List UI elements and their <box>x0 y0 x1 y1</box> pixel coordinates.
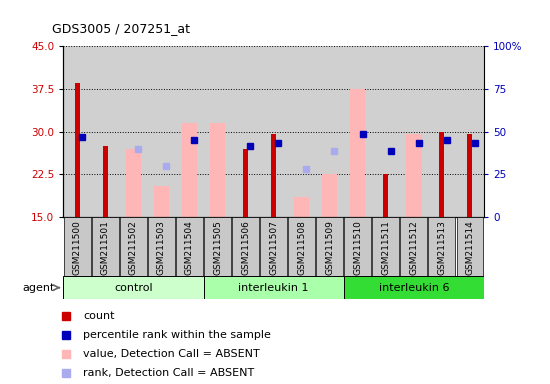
FancyBboxPatch shape <box>288 217 315 276</box>
Text: GSM211502: GSM211502 <box>129 220 138 275</box>
FancyBboxPatch shape <box>120 217 147 276</box>
FancyBboxPatch shape <box>456 217 483 276</box>
Bar <box>103 146 108 217</box>
Bar <box>182 123 197 217</box>
FancyBboxPatch shape <box>64 217 91 276</box>
Text: GSM211504: GSM211504 <box>185 220 194 275</box>
Bar <box>383 174 388 217</box>
Bar <box>153 185 169 217</box>
Text: GDS3005 / 207251_at: GDS3005 / 207251_at <box>52 22 190 35</box>
Text: agent: agent <box>23 283 55 293</box>
Text: count: count <box>83 311 115 321</box>
Bar <box>350 89 366 217</box>
FancyBboxPatch shape <box>260 217 287 276</box>
Bar <box>468 134 472 217</box>
Bar <box>75 83 80 217</box>
FancyBboxPatch shape <box>316 217 343 276</box>
Text: GSM211501: GSM211501 <box>101 220 110 275</box>
FancyBboxPatch shape <box>428 217 455 276</box>
Bar <box>210 123 226 217</box>
FancyBboxPatch shape <box>204 217 231 276</box>
FancyBboxPatch shape <box>344 276 484 299</box>
Text: interleukin 6: interleukin 6 <box>378 283 449 293</box>
Text: GSM211508: GSM211508 <box>297 220 306 275</box>
FancyBboxPatch shape <box>204 276 344 299</box>
Bar <box>322 174 338 217</box>
Text: GSM211506: GSM211506 <box>241 220 250 275</box>
Text: GSM211511: GSM211511 <box>381 220 390 275</box>
Text: control: control <box>114 283 153 293</box>
Bar <box>125 149 141 217</box>
FancyBboxPatch shape <box>176 217 203 276</box>
Text: GSM211513: GSM211513 <box>437 220 447 275</box>
FancyBboxPatch shape <box>232 217 259 276</box>
Text: percentile rank within the sample: percentile rank within the sample <box>83 330 271 340</box>
Text: GSM211509: GSM211509 <box>325 220 334 275</box>
FancyBboxPatch shape <box>372 217 399 276</box>
Text: GSM211510: GSM211510 <box>353 220 362 275</box>
Text: GSM211503: GSM211503 <box>157 220 166 275</box>
Text: value, Detection Call = ABSENT: value, Detection Call = ABSENT <box>83 349 260 359</box>
FancyBboxPatch shape <box>63 276 204 299</box>
Bar <box>406 134 422 217</box>
Text: rank, Detection Call = ABSENT: rank, Detection Call = ABSENT <box>83 367 255 377</box>
FancyBboxPatch shape <box>400 217 427 276</box>
Text: GSM211514: GSM211514 <box>465 220 475 275</box>
Text: interleukin 1: interleukin 1 <box>238 283 309 293</box>
Bar <box>271 134 276 217</box>
Text: GSM211500: GSM211500 <box>73 220 82 275</box>
FancyBboxPatch shape <box>92 217 119 276</box>
Text: GSM211512: GSM211512 <box>409 220 419 275</box>
FancyBboxPatch shape <box>344 217 371 276</box>
Bar <box>439 131 444 217</box>
Text: GSM211507: GSM211507 <box>269 220 278 275</box>
Bar <box>294 197 310 217</box>
Bar <box>243 149 248 217</box>
Text: GSM211505: GSM211505 <box>213 220 222 275</box>
FancyBboxPatch shape <box>148 217 175 276</box>
